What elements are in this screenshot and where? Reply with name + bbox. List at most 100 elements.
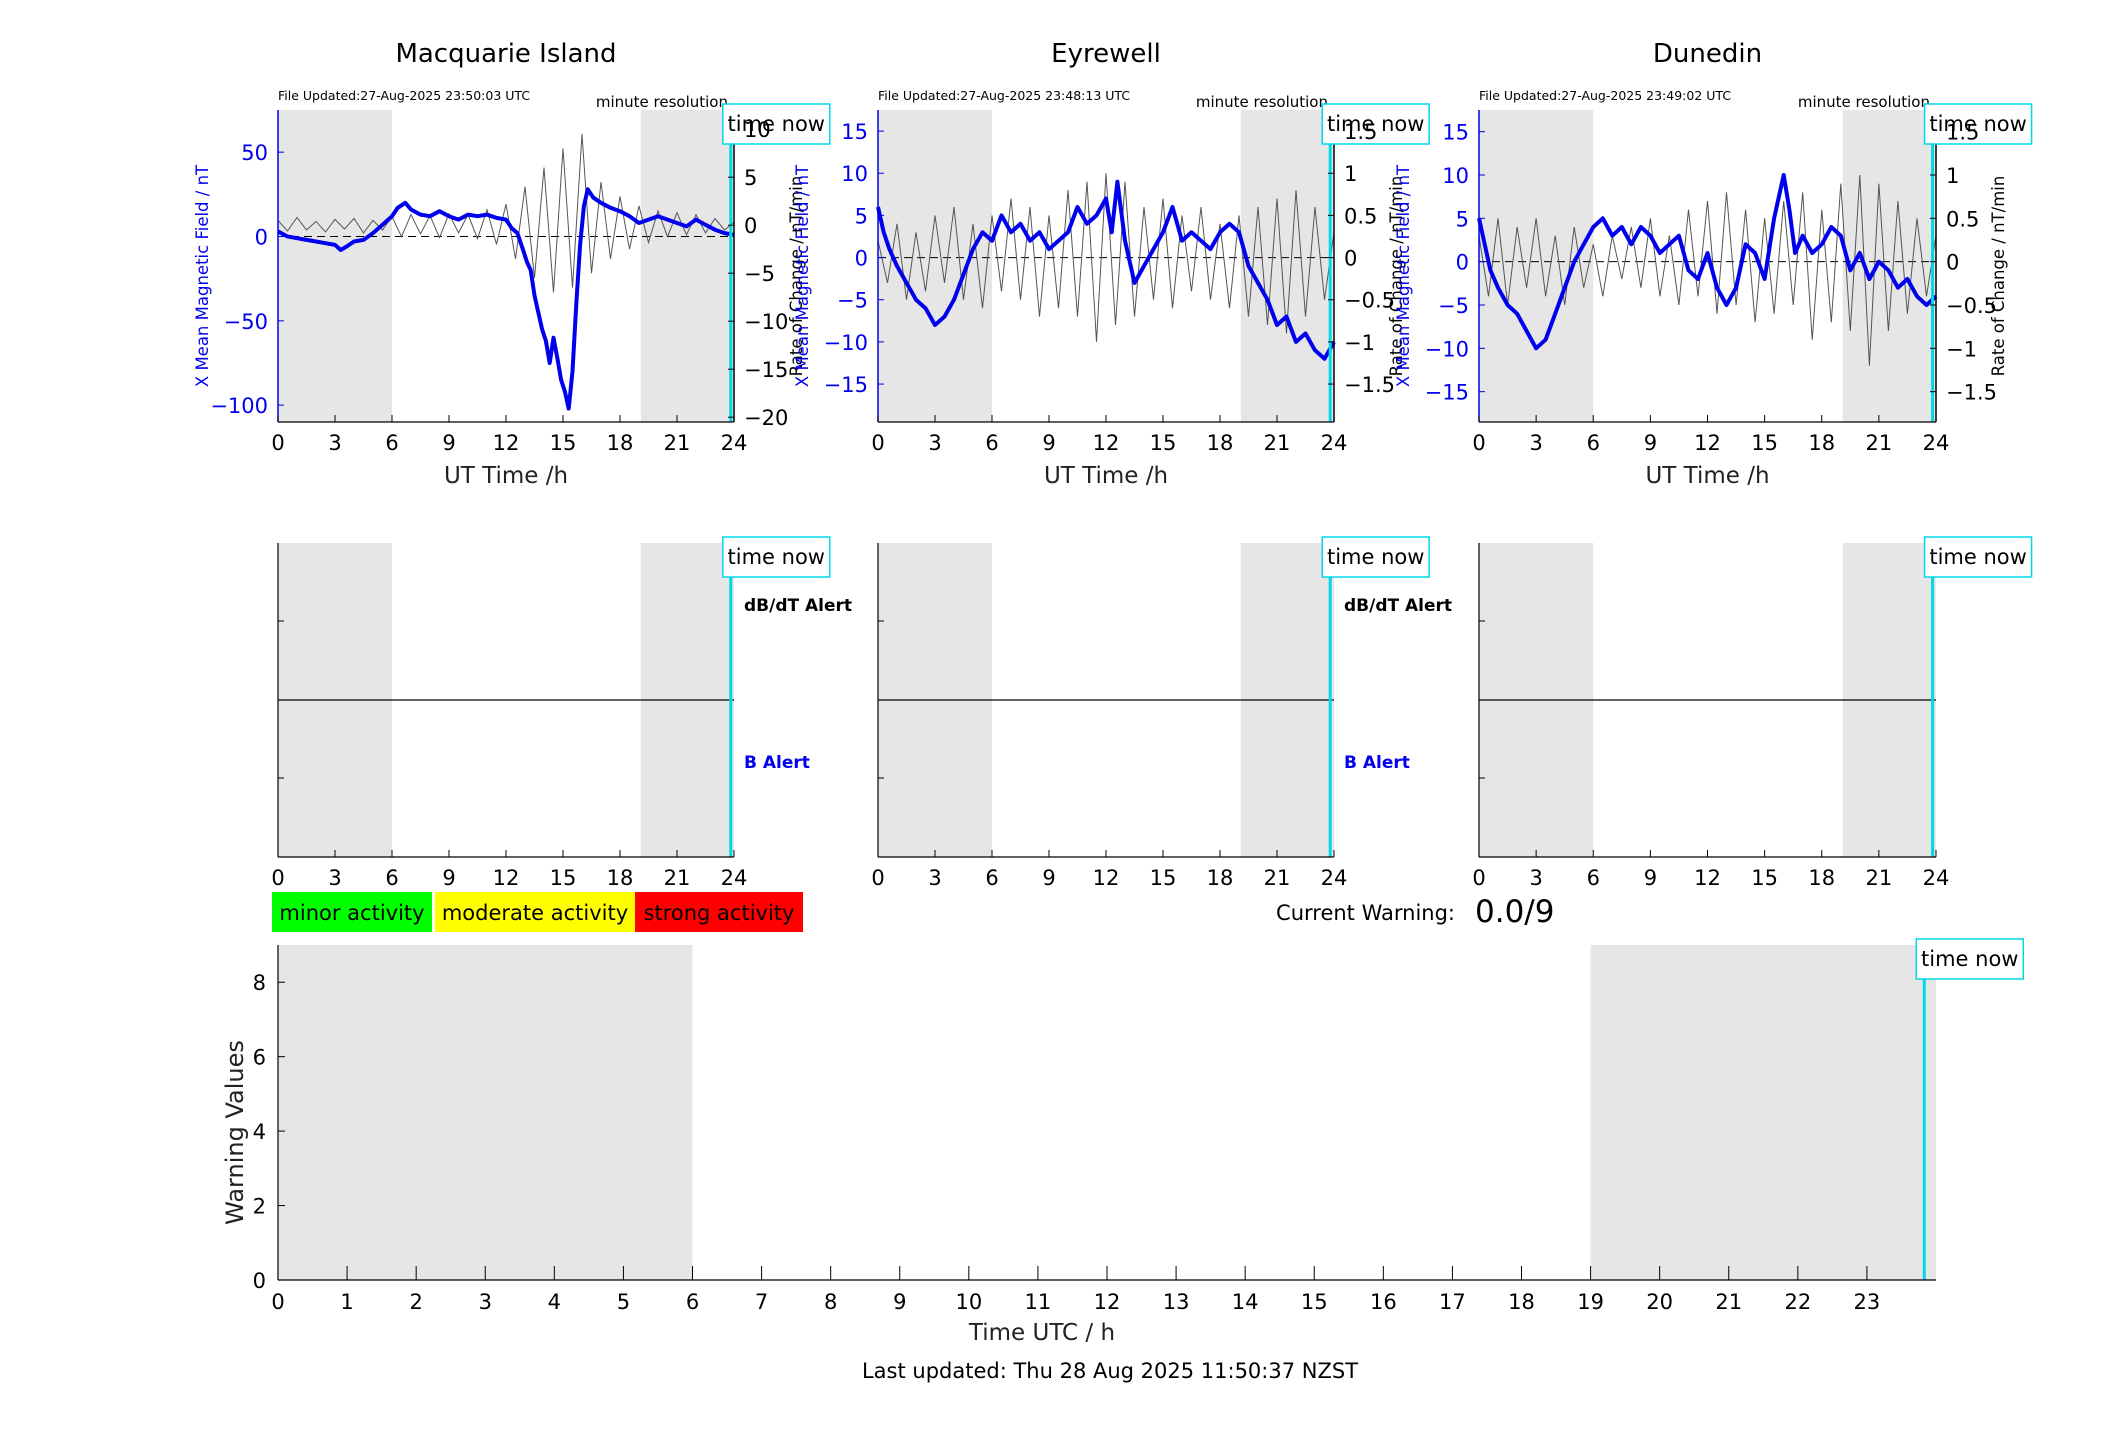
station-2-night-shade-1 [1240, 110, 1334, 422]
alert-panel-3-x-tick-label: 18 [1808, 866, 1835, 890]
alert-panel-3-x-tick-label: 6 [1587, 866, 1600, 890]
alert-panel-2-b-alert-label: B Alert [1344, 753, 1410, 773]
station-3-right-tick-label: 1.5 [1946, 121, 1979, 145]
alert-panel-2-time-now-box [1321, 536, 1430, 578]
station-2-x-tick-label: 21 [1264, 431, 1291, 455]
station-3-night-shade-0 [1479, 110, 1594, 422]
station-2-right-tick-label: 0.5 [1344, 204, 1377, 228]
warning-panel-y-tick-label: 8 [253, 971, 266, 995]
station-2-left-tick-label: −10 [824, 331, 868, 355]
station-1-left-tick-label: 0 [255, 225, 268, 249]
station-1-right-axis-label: Rate of Change / nT/min [787, 176, 806, 377]
station-3-x-tick-label: 3 [1529, 431, 1542, 455]
legend-minor-label: minor activity [279, 901, 424, 925]
warning-panel-x-tick-label: 22 [1784, 1290, 1811, 1314]
alert-panel-1-x-tick-label: 12 [493, 866, 520, 890]
station-2-x-tick-label: 24 [1321, 431, 1348, 455]
station-3-right-tick-label: −1.5 [1946, 381, 1997, 405]
current-warning-label: Current Warning: [1276, 901, 1455, 925]
alert-panel-1-x-tick-label: 18 [607, 866, 634, 890]
warning-panel-time-now-label: time now [1921, 947, 2018, 971]
station-3-left-tick-label: 5 [1456, 207, 1469, 231]
station-3-time-now-label: time now [1929, 112, 2026, 136]
alert-panel-3-time-now-label: time now [1929, 545, 2026, 569]
station-3-left-tick-label: −10 [1425, 337, 1469, 361]
station-3-magnetic-field-line [1477, 173, 1938, 351]
station-1-x-tick-label: 12 [493, 431, 520, 455]
station-2-right-tick-label: −1.5 [1344, 373, 1395, 397]
warning-panel-night-shade-1 [1590, 945, 1936, 1280]
warning-panel-x-tick-label: 15 [1301, 1290, 1328, 1314]
station-3-left-axis-label: X Mean Magnetic Field / nT [1394, 164, 1413, 387]
station-1-x-tick-label: 9 [442, 431, 455, 455]
warning-panel-x-tick-label: 4 [548, 1290, 561, 1314]
alert-panel-3-time-now-box [1923, 536, 2033, 578]
warning-panel-x-tick-label: 21 [1715, 1290, 1742, 1314]
warning-panel-x-tick-label: 12 [1094, 1290, 1121, 1314]
station-3-left-tick-label: 10 [1442, 164, 1469, 188]
station-2-x-axis-label: UT Time /h [1044, 463, 1168, 489]
alert-panel-2-dbdt-alert-label: dB/dT Alert [1344, 596, 1452, 616]
warning-panel-x-tick-label: 0 [271, 1290, 284, 1314]
alert-panel-2-x-tick-label: 18 [1207, 866, 1234, 890]
station-3-rate-of-change-line [1478, 174, 1937, 366]
station-1-left-tick-label: 50 [241, 141, 268, 165]
station-3-right-axis-label: Rate of Change / nT/min [1989, 176, 2008, 377]
station-1-time-now-box [722, 103, 831, 145]
station-2-left-tick-label: −5 [837, 289, 868, 313]
warning-panel-x-tick-label: 18 [1508, 1290, 1535, 1314]
alert-panel-2-x-tick-label: 24 [1321, 866, 1348, 890]
station-3-right-tick-label: 0 [1946, 251, 1959, 275]
station-2-left-tick-label: 5 [855, 204, 868, 228]
warning-panel-y-axis-label: Warning Values [221, 1040, 249, 1225]
alert-panel-2-x-tick-label: 6 [985, 866, 998, 890]
alert-panel-1-x-tick-label: 9 [442, 866, 455, 890]
station-2-magnetic-field-line [876, 179, 1336, 361]
station-1-minute-resolution: minute resolution [596, 93, 728, 111]
station-1-right-tick-label: 0 [744, 214, 757, 238]
station-3-minute-resolution: minute resolution [1798, 93, 1930, 111]
station-2-x-tick-label: 0 [871, 431, 884, 455]
station-1-right-tick-label: −20 [744, 406, 788, 430]
station-2-minute-resolution: minute resolution [1196, 93, 1328, 111]
legend-strong-swatch [635, 892, 803, 932]
station-1-x-tick-label: 18 [607, 431, 634, 455]
warning-panel-x-tick-label: 5 [617, 1290, 630, 1314]
alert-panel-2-x-tick-label: 12 [1093, 866, 1120, 890]
station-1-right-tick-label: −10 [744, 310, 788, 334]
station-3-night-shade-1 [1842, 110, 1936, 422]
alert-panel-2-x-tick-label: 15 [1150, 866, 1177, 890]
alert-panel-1-x-tick-label: 15 [550, 866, 577, 890]
alert-panel-3-x-tick-label: 9 [1644, 866, 1657, 890]
station-3-x-tick-label: 21 [1866, 431, 1893, 455]
legend-moderate-label: moderate activity [442, 901, 628, 925]
station-3-x-tick-label: 18 [1808, 431, 1835, 455]
alert-panel-1-x-tick-label: 6 [385, 866, 398, 890]
station-2-time-now-label: time now [1327, 112, 1424, 136]
warning-panel-x-tick-label: 10 [955, 1290, 982, 1314]
station-2-left-tick-label: 10 [841, 162, 868, 186]
station-1-right-tick-label: −15 [744, 358, 788, 382]
station-1-time-now-label: time now [728, 112, 825, 136]
legend-moderate-swatch [435, 892, 635, 932]
alert-panel-1-dbdt-alert-label: dB/dT Alert [744, 596, 852, 616]
station-3-left-tick-label: 0 [1456, 251, 1469, 275]
alert-panel-1-x-tick-label: 0 [271, 866, 284, 890]
alert-panel-3-x-tick-label: 24 [1923, 866, 1950, 890]
station-2-right-tick-label: −0.5 [1344, 289, 1395, 313]
station-3-x-tick-label: 12 [1694, 431, 1721, 455]
station-1-x-tick-label: 24 [721, 431, 748, 455]
station-1-left-axis-label: X Mean Magnetic Field / nT [193, 164, 212, 387]
warning-panel-x-tick-label: 11 [1025, 1290, 1052, 1314]
station-1-left-tick-label: −50 [224, 310, 268, 334]
warning-panel-y-tick-label: 0 [253, 1269, 266, 1293]
warning-panel-x-tick-label: 6 [686, 1290, 699, 1314]
station-3-x-tick-label: 6 [1587, 431, 1600, 455]
warning-panel-y-tick-label: 4 [253, 1120, 266, 1144]
legend-strong-label: strong activity [644, 901, 795, 925]
station-3-left-tick-label: 15 [1442, 121, 1469, 145]
warning-panel-x-tick-label: 17 [1439, 1290, 1466, 1314]
alert-panel-1-x-tick-label: 21 [664, 866, 691, 890]
alert-panel-2-x-tick-label: 0 [871, 866, 884, 890]
alert-panel-1-x-tick-label: 24 [721, 866, 748, 890]
